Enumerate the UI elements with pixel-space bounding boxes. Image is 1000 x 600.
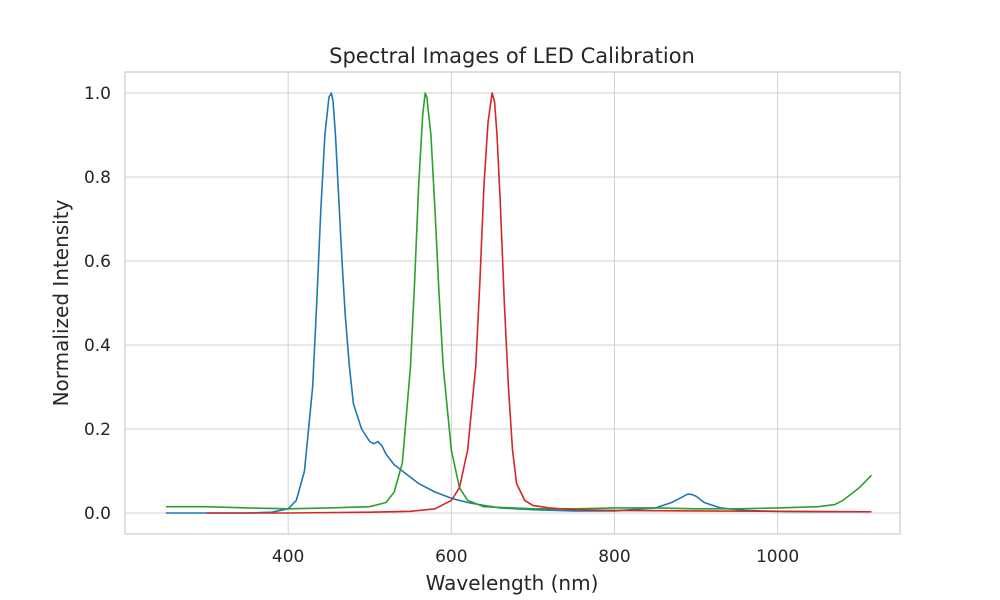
x-tick-label: 1000: [756, 547, 799, 567]
x-tick-label: 400: [272, 547, 304, 567]
tick-labels: 400 600 800 1000 0.0 0.2 0.4 0.6 0.8 1.0: [84, 84, 799, 567]
chart-title: Spectral Images of LED Calibration: [329, 44, 695, 68]
y-tick-label: 0.0: [84, 504, 111, 524]
series-line-1: [165, 92, 872, 514]
y-tick-label: 0.8: [84, 168, 111, 188]
x-axis-label: Wavelength (nm): [426, 571, 599, 595]
plot-frame: [124, 71, 901, 535]
x-tick-label: 800: [598, 547, 630, 567]
grid: [125, 72, 900, 534]
y-tick-label: 1.0: [84, 84, 111, 104]
y-axis-label: Normalized Intensity: [49, 199, 73, 406]
y-tick-label: 0.6: [84, 252, 111, 272]
series-line-2: [165, 92, 873, 510]
y-tick-label: 0.4: [84, 336, 111, 356]
y-tick-label: 0.2: [84, 420, 111, 440]
series-group: [165, 92, 873, 514]
x-tick-label: 600: [435, 547, 467, 567]
series-line-3: [206, 92, 872, 514]
